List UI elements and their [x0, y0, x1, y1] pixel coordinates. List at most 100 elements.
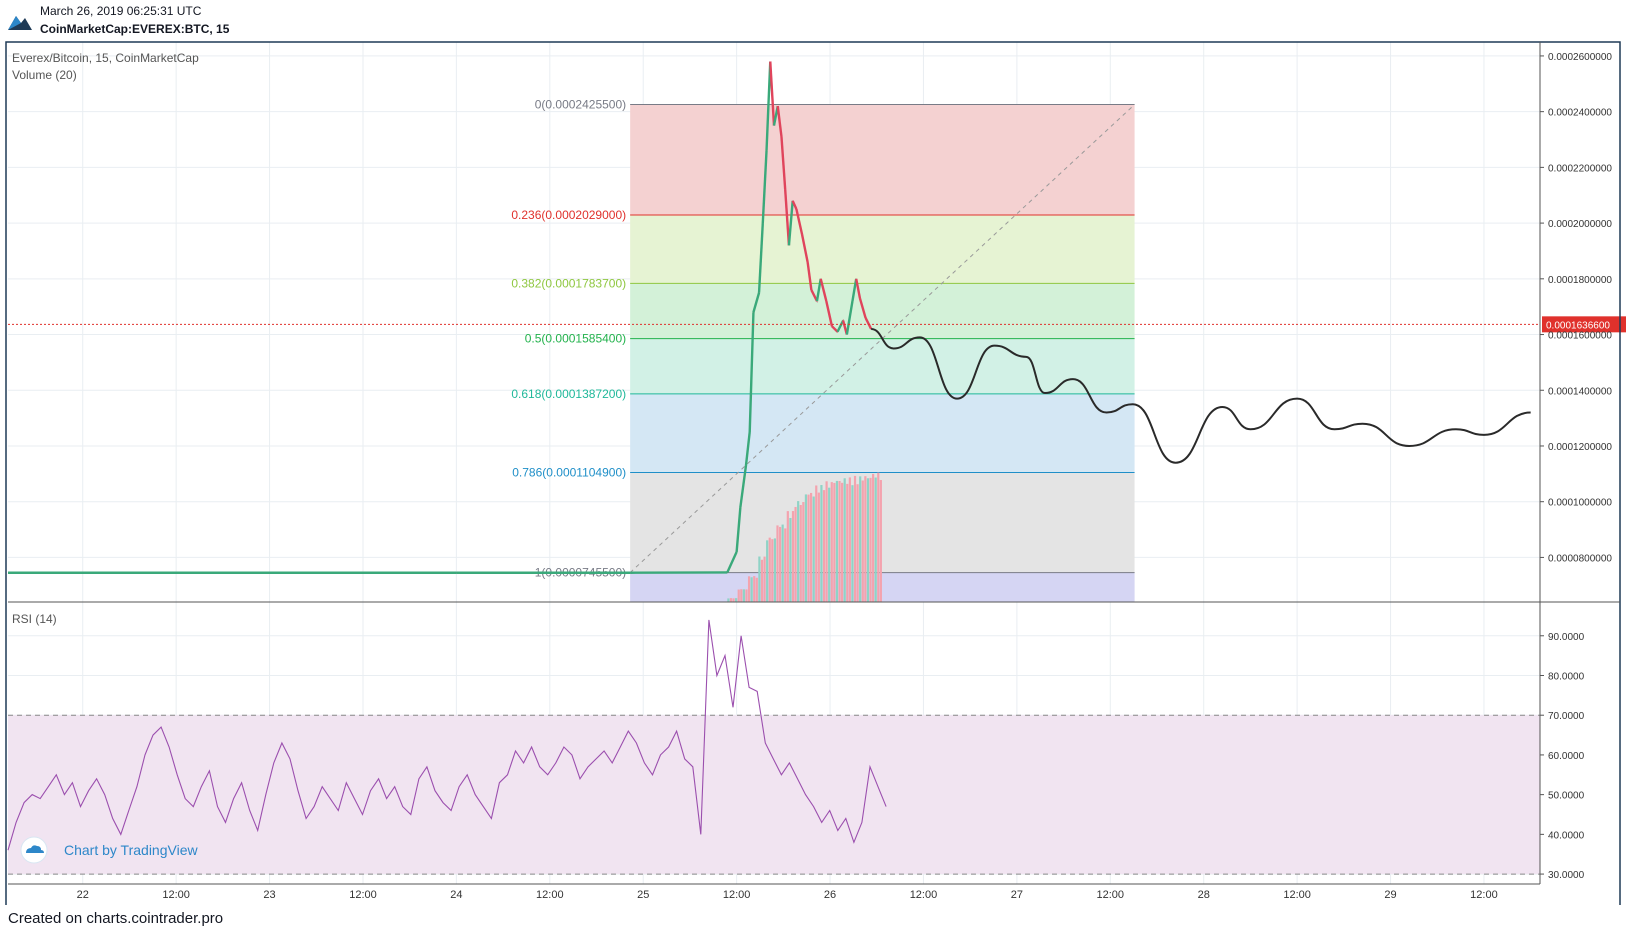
rsi-tick-label: 40.0000: [1548, 830, 1585, 841]
volume-bar: [812, 496, 815, 602]
price-candle: [825, 300, 834, 327]
price-candle: [726, 551, 738, 573]
fib-level-label: 0.382(0.0001783700): [511, 276, 626, 290]
rsi-tick-label: 30.0000: [1548, 870, 1585, 881]
fib-zone: [630, 572, 1135, 602]
volume-bar: [758, 556, 761, 602]
x-tick-label: 12:00: [349, 889, 377, 901]
volume-bar: [742, 589, 745, 602]
y-tick-label: 0.0001800000: [1548, 275, 1612, 286]
volume-bar: [784, 528, 787, 602]
fib-zone: [630, 472, 1135, 573]
volume-bar: [781, 524, 784, 602]
volume-bar: [745, 589, 748, 602]
volume-label: Volume (20): [12, 68, 77, 82]
price-candle: [776, 105, 783, 137]
x-tick-label: 12:00: [723, 889, 751, 901]
volume-bar: [737, 589, 740, 602]
volume-bar: [864, 476, 867, 602]
volume-bar: [797, 501, 800, 602]
x-tick-label: 22: [77, 889, 89, 901]
volume-bar: [763, 556, 766, 602]
fibonacci-retracement[interactable]: 0(0.0002425500) 0.236(0.0002029000) 0.382(…: [511, 98, 1135, 602]
price-candle: [757, 223, 764, 293]
chart-labels: Everex/Bitcoin, 15, CoinMarketCap Volume…: [12, 51, 199, 626]
last-price-label: 0.0001636600: [1546, 320, 1610, 331]
volume-bar: [815, 485, 818, 602]
price-candle: [787, 200, 794, 246]
volume-bar: [732, 598, 735, 602]
volume-bar: [766, 540, 769, 602]
x-tick-label: 12:00: [1283, 889, 1311, 901]
forecast-line: [870, 327, 1531, 464]
volume-bar: [740, 589, 743, 602]
fib-zone: [630, 338, 1135, 394]
x-tick-label: 28: [1198, 889, 1210, 901]
volume-bar: [768, 537, 771, 602]
price-candle: [815, 278, 822, 302]
chart-canvas[interactable]: 0(0.0002425500) 0.236(0.0002029000) 0.382(…: [0, 0, 1628, 905]
y-tick-label: 0.0001400000: [1548, 386, 1612, 397]
fib-zone: [630, 215, 1135, 284]
volume-bar: [776, 525, 779, 602]
y-tick-label: 0.0001200000: [1548, 442, 1612, 453]
volume-bar: [773, 538, 776, 602]
chart-title: Everex/Bitcoin, 15, CoinMarketCap: [12, 51, 199, 65]
header-bar: March 26, 2019 06:25:31 UTC CoinMarketCa…: [0, 0, 1628, 40]
price-candle: [819, 278, 828, 302]
rsi-tick-label: 60.0000: [1548, 751, 1585, 762]
price-candle: [836, 320, 845, 333]
fib-level-label: 0.236(0.0002029000): [511, 208, 626, 222]
volume-bar: [817, 492, 820, 602]
volume-bar: [866, 478, 870, 602]
volume-bar: [874, 477, 877, 602]
price-candle: [800, 234, 809, 263]
volume-bar: [727, 598, 730, 602]
volume-bar: [835, 480, 839, 602]
price-candle: [810, 289, 819, 302]
volume-bar: [877, 472, 880, 602]
price-candle: [831, 325, 839, 333]
volume-bar: [841, 482, 844, 602]
y-tick-label: 0.0001600000: [1548, 331, 1612, 342]
price-candle: [735, 507, 742, 552]
x-tick-label: 27: [1011, 889, 1023, 901]
price-candle: [761, 150, 768, 224]
volume-bar: [853, 475, 857, 602]
volume-bar: [861, 480, 864, 602]
volume-bar: [799, 504, 802, 602]
x-tick-label: 29: [1384, 889, 1396, 901]
volume-bar: [869, 477, 872, 602]
volume-bars: [727, 472, 882, 602]
x-tick-label: 23: [263, 889, 275, 901]
rsi-label: RSI (14): [12, 612, 57, 626]
volume-bar: [820, 485, 823, 602]
fib-zone: [630, 393, 1135, 473]
outer-frame: [5, 41, 1621, 905]
volume-bar: [791, 511, 795, 602]
rsi-tick-label: 90.0000: [1548, 632, 1585, 643]
volume-bar: [750, 577, 753, 602]
x-tick-label: 12:00: [1470, 889, 1498, 901]
volume-bar: [747, 576, 751, 602]
volume-bar: [846, 483, 849, 602]
volume-bar: [822, 490, 826, 602]
price-candle: [845, 300, 854, 335]
price-candle: [780, 136, 787, 190]
rsi-tick-label: 50.0000: [1548, 791, 1585, 802]
rsi-band: [8, 715, 1540, 875]
x-tick-label: 12:00: [536, 889, 564, 901]
price-candle: [752, 292, 761, 313]
y-tick-label: 0.0002600000: [1548, 52, 1612, 63]
tradingview-logo-icon[interactable]: [8, 10, 32, 30]
x-tick-label: 12:00: [910, 889, 938, 901]
x-tick-label: 12:00: [162, 889, 190, 901]
volume-bar: [771, 539, 774, 602]
volume-bar: [753, 576, 756, 602]
price-candle: [855, 278, 862, 299]
volume-bar: [838, 481, 841, 602]
volume-bar: [856, 484, 859, 602]
header-datetime: March 26, 2019 06:25:31 UTC: [40, 4, 202, 18]
fib-zone: [630, 104, 1135, 216]
tradingview-watermark[interactable]: Chart by TradingView: [20, 836, 210, 864]
